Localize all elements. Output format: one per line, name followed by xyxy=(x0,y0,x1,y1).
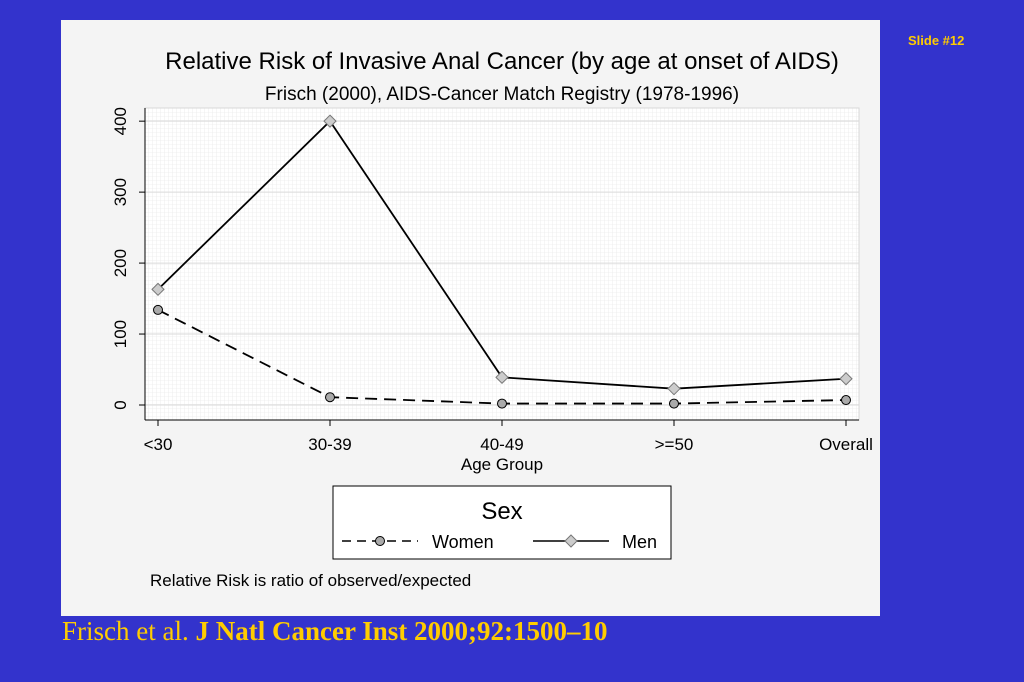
data-point-women xyxy=(325,392,335,403)
legend-box xyxy=(332,485,672,560)
data-point-men xyxy=(151,282,165,297)
legend-men-label: Men xyxy=(622,532,657,552)
data-point-men xyxy=(839,372,853,386)
data-point-women xyxy=(841,395,851,406)
citation-authors: Frisch et al. xyxy=(62,616,189,646)
y-tick-label: 200 xyxy=(111,249,130,277)
legend-men-marker xyxy=(564,534,578,548)
data-point-men xyxy=(667,381,681,396)
y-tick-label: 100 xyxy=(111,320,130,348)
x-tick-label: 30-39 xyxy=(308,435,351,454)
legend-women-label: Women xyxy=(432,532,494,552)
y-tick-label: 0 xyxy=(111,400,130,409)
legend-title: Sex xyxy=(481,498,522,525)
x-tick-label: <30 xyxy=(144,435,173,454)
citation-journal: J Natl Cancer Inst 2000;92:1500–10 xyxy=(195,616,608,646)
chart-note: Relative Risk is ratio of observed/expec… xyxy=(150,571,471,590)
x-tick-label: Overall xyxy=(819,435,873,454)
data-point-women xyxy=(153,304,163,315)
y-tick-label: 400 xyxy=(111,107,130,135)
data-point-men xyxy=(323,114,337,128)
legend: Sex Women Men xyxy=(332,485,672,560)
x-axis-label: Age Group xyxy=(461,455,543,474)
data-point-women xyxy=(497,398,507,409)
citation: Frisch et al. J Natl Cancer Inst 2000;92… xyxy=(62,616,607,647)
legend-women-marker xyxy=(375,536,385,546)
data-point-men xyxy=(495,370,509,385)
data-point-women xyxy=(669,398,679,409)
plot-area xyxy=(144,107,860,421)
chart-subtitle: Frisch (2000), AIDS-Cancer Match Registr… xyxy=(265,84,739,105)
x-tick-label: >=50 xyxy=(655,435,694,454)
y-tick-label: 300 xyxy=(111,178,130,206)
slide-number: Slide #12 xyxy=(908,33,965,48)
chart-title: Relative Risk of Invasive Anal Cancer (b… xyxy=(165,48,839,75)
x-tick-label: 40-49 xyxy=(480,435,523,454)
